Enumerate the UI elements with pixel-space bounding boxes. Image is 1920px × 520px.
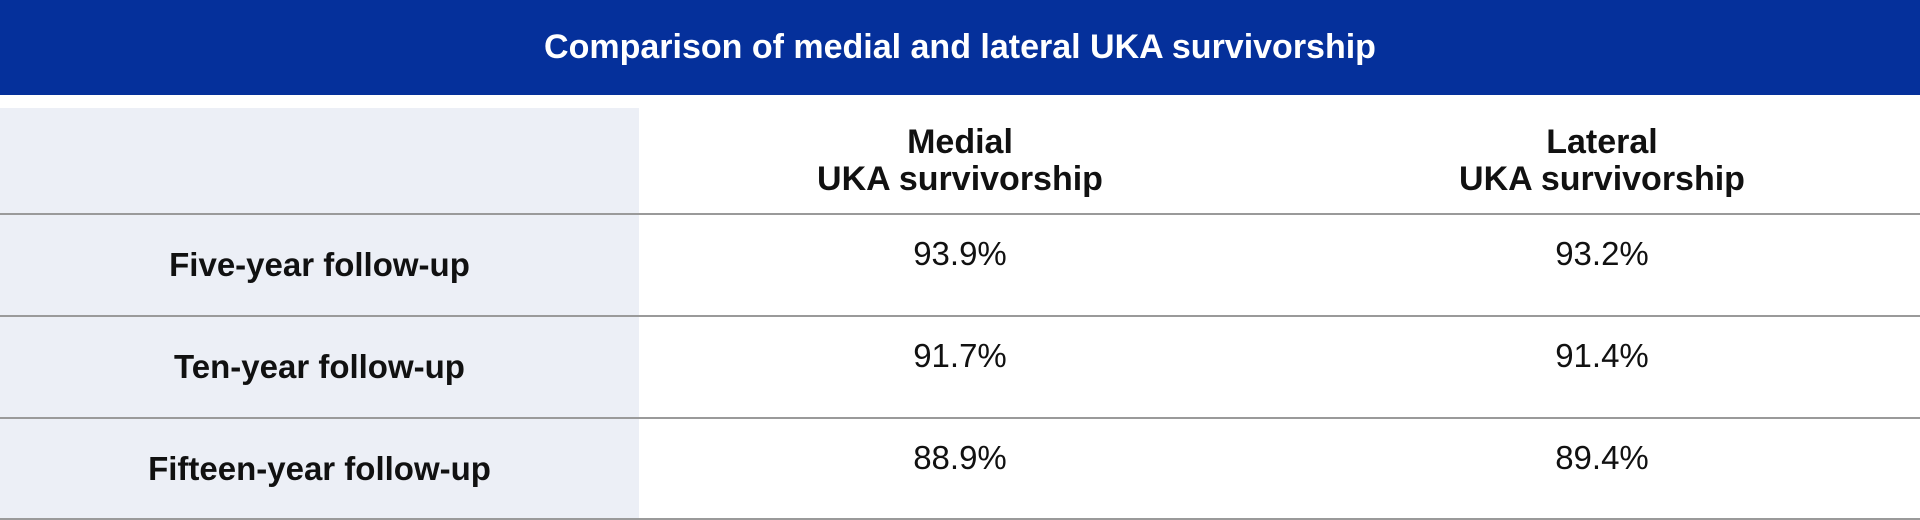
column-header-line: Lateral — [1546, 123, 1658, 161]
value-cell: 88.9% — [913, 439, 1007, 476]
row-divider — [0, 315, 1920, 317]
row-divider — [0, 417, 1920, 419]
column-header: Medial UKA survivorship — [639, 108, 1281, 214]
value-cell: 93.2% — [1555, 235, 1649, 272]
title-bar: Comparison of medial and lateral UKA sur… — [0, 0, 1920, 95]
value-cell: 91.7% — [913, 337, 1007, 374]
value-cell: 91.4% — [1555, 337, 1649, 374]
row-header: Fifteen-year follow-up — [148, 450, 491, 487]
column-header: Lateral UKA survivorship — [1281, 108, 1920, 214]
row-header-column — [0, 108, 639, 520]
title: Comparison of medial and lateral UKA sur… — [544, 28, 1376, 66]
row-divider — [0, 518, 1920, 520]
value-cell: 93.9% — [913, 235, 1007, 272]
row-divider — [0, 213, 1920, 215]
value-cell: 89.4% — [1555, 439, 1649, 476]
column-header-line: UKA survivorship — [1459, 160, 1745, 198]
column-header-line: Medial — [907, 123, 1013, 161]
column-header-line: UKA survivorship — [817, 160, 1103, 198]
row-header: Ten-year follow-up — [174, 348, 465, 385]
row-header: Five-year follow-up — [169, 246, 470, 283]
